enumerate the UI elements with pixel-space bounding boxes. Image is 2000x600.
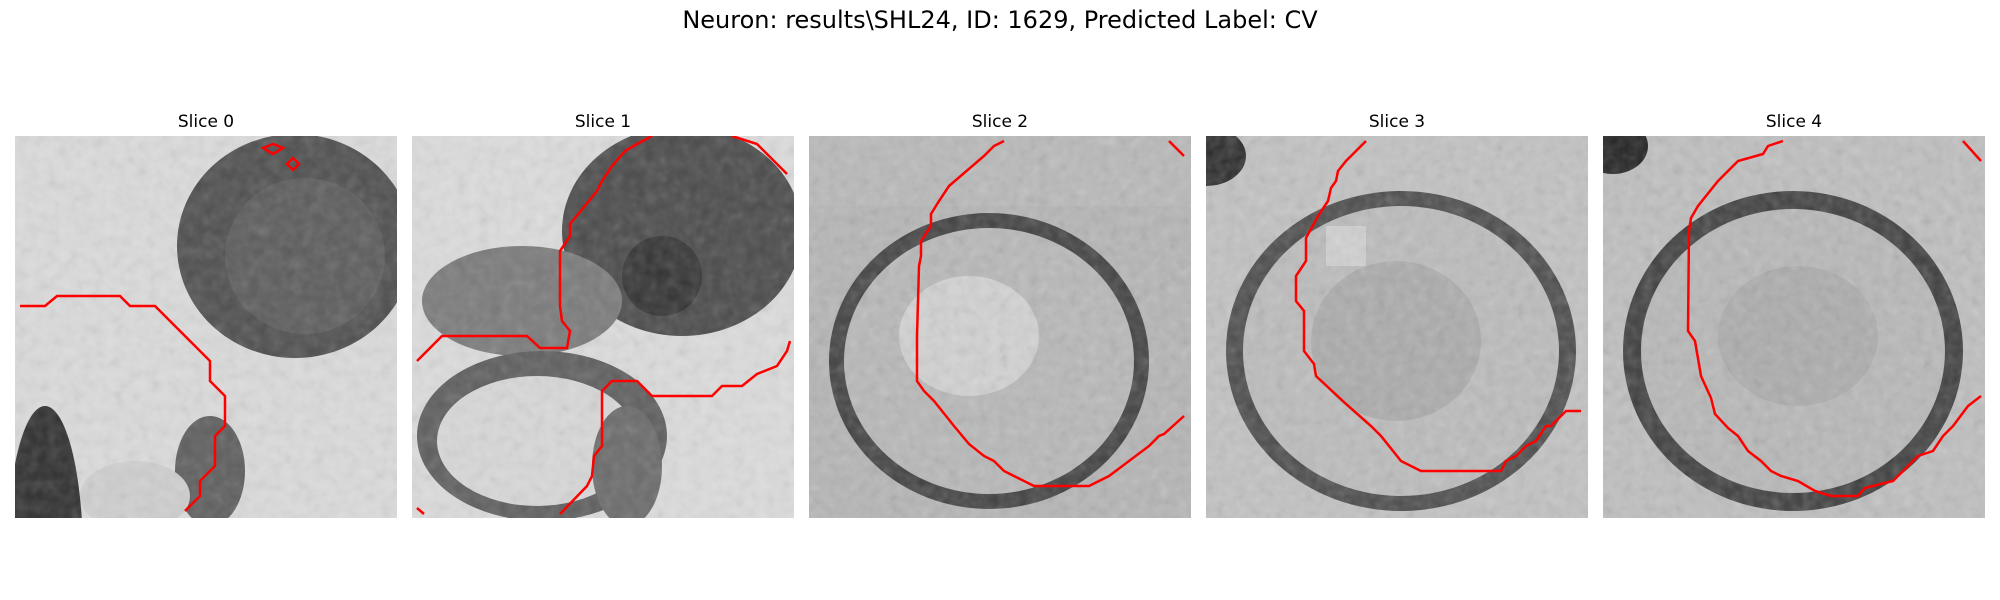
slice-image-4 <box>1603 136 1985 518</box>
slice-panel-2: Slice 2 <box>809 110 1191 518</box>
slice-panel-3: Slice 3 <box>1206 110 1588 518</box>
slice-title-3: Slice 3 <box>1368 112 1426 132</box>
slice-panel-4: Slice 4 <box>1603 110 1985 518</box>
slice-panel-0: Slice 0 <box>15 110 397 518</box>
slice-image-0 <box>15 136 397 518</box>
slice-title-2: Slice 2 <box>971 112 1029 132</box>
slice-title-1: Slice 1 <box>574 112 632 132</box>
slice-panel-1: Slice 1 <box>412 110 794 518</box>
slice-image-3 <box>1206 136 1588 518</box>
figure-title: Neuron: results\SHL24, ID: 1629, Predict… <box>682 6 1318 34</box>
slice-title-4: Slice 4 <box>1765 112 1823 132</box>
slice-title-0: Slice 0 <box>177 112 235 132</box>
slice-image-1 <box>412 136 794 518</box>
slice-image-2 <box>809 136 1191 518</box>
